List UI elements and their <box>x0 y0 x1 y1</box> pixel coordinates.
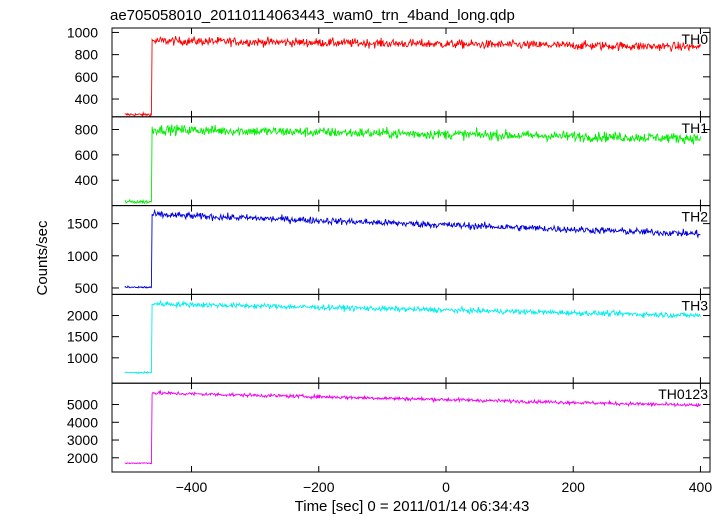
x-tick-label: 200 <box>562 479 586 495</box>
y-tick-label: 1000 <box>67 248 98 264</box>
y-tick-label: 400 <box>75 91 99 107</box>
chart-title: ae705058010_20110114063443_wam0_trn_4ban… <box>110 7 515 24</box>
panel-label: TH0123 <box>658 386 708 402</box>
series-line-th0 <box>124 36 701 118</box>
x-tick-label: 400 <box>689 479 713 495</box>
panel-th0: 400 600 800 1000 TH0 <box>67 24 711 118</box>
panel-th3: 1000 1500 2000 TH3 <box>67 293 711 384</box>
y-tick-label: 400 <box>75 172 99 188</box>
x-axis: −400 −200 0 200 400 <box>176 479 713 495</box>
y-tick-label: 600 <box>75 147 99 163</box>
y-tick-label: 3000 <box>67 432 98 448</box>
x-tick-label: −200 <box>303 479 335 495</box>
x-axis-label: Time [sec] 0 = 2011/01/14 06:34:43 <box>295 498 530 515</box>
y-tick-label: 2000 <box>67 450 98 466</box>
y-tick-label: 800 <box>75 121 99 137</box>
y-tick-label: 500 <box>75 280 99 296</box>
y-tick-label: 5000 <box>67 397 98 413</box>
panel-label: TH2 <box>682 209 709 225</box>
y-tick-label: 800 <box>75 47 99 63</box>
series-line-th3 <box>124 299 701 375</box>
panel-label: TH3 <box>682 297 709 313</box>
y-tick-label: 2000 <box>67 308 98 324</box>
x-tick-label: −400 <box>176 479 208 495</box>
y-tick-label: 1000 <box>67 24 98 40</box>
panel-label: TH1 <box>682 120 709 136</box>
y-tick-label: 4000 <box>67 414 98 430</box>
panel-th2: 500 1000 1500 TH2 <box>67 205 711 296</box>
series-line-th2 <box>124 208 701 289</box>
panel-th1: 400 600 800 TH1 <box>75 116 711 207</box>
x-tick-label: 0 <box>442 479 450 495</box>
panel-frame <box>111 293 711 384</box>
series-line-th1 <box>124 124 701 205</box>
y-tick-label: 1500 <box>67 216 98 232</box>
y-axis-label: Counts/sec <box>34 220 51 296</box>
panel-label: TH0 <box>682 31 709 47</box>
y-tick-label: 1000 <box>67 350 98 366</box>
series-line-th0123 <box>124 389 701 465</box>
y-tick-label: 600 <box>75 69 99 85</box>
panel-frame <box>111 382 711 473</box>
panels: 400 600 800 1000 TH0 400 600 800 TH1 500 1000 1500 T… <box>67 24 711 473</box>
y-tick-label: 1500 <box>67 329 98 345</box>
